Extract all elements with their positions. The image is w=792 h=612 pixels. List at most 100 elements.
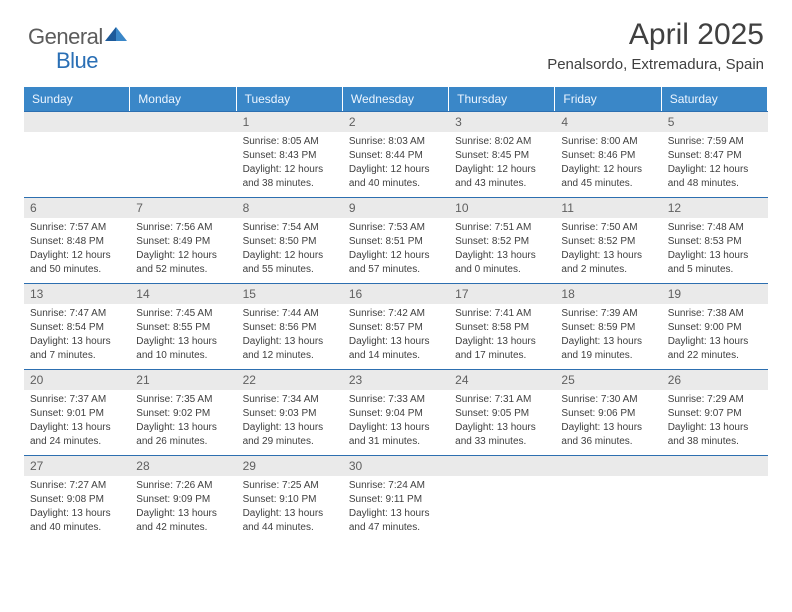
brand-logo: General xyxy=(28,24,127,50)
sunset-line: Sunset: 8:52 PM xyxy=(455,235,549,249)
daylight-line: Daylight: 12 hours and 52 minutes. xyxy=(136,249,230,276)
sunrise-line: Sunrise: 7:29 AM xyxy=(668,393,762,407)
sunrise-line: Sunrise: 7:59 AM xyxy=(668,135,762,149)
calendar-day-header: Friday xyxy=(555,87,661,111)
daylight-line: Daylight: 13 hours and 33 minutes. xyxy=(455,421,549,448)
day-details: Sunrise: 7:31 AMSunset: 9:05 PMDaylight:… xyxy=(449,392,555,453)
daylight-line: Daylight: 13 hours and 31 minutes. xyxy=(349,421,443,448)
page-header: General April 2025 Penalsordo, Extremadu… xyxy=(0,0,792,77)
sunset-line: Sunset: 9:10 PM xyxy=(243,493,337,507)
day-details: Sunrise: 7:25 AMSunset: 9:10 PMDaylight:… xyxy=(237,478,343,539)
daylight-line: Daylight: 13 hours and 19 minutes. xyxy=(561,335,655,362)
sunrise-line: Sunrise: 7:44 AM xyxy=(243,307,337,321)
sunset-line: Sunset: 8:54 PM xyxy=(30,321,124,335)
sunrise-line: Sunrise: 7:35 AM xyxy=(136,393,230,407)
calendar-day-cell: 6Sunrise: 7:57 AMSunset: 8:48 PMDaylight… xyxy=(24,197,130,283)
day-number: 26 xyxy=(662,370,768,390)
sunset-line: Sunset: 8:44 PM xyxy=(349,149,443,163)
day-details: Sunrise: 7:35 AMSunset: 9:02 PMDaylight:… xyxy=(130,392,236,453)
day-number: 16 xyxy=(343,284,449,304)
sunrise-line: Sunrise: 7:51 AM xyxy=(455,221,549,235)
sunrise-line: Sunrise: 7:26 AM xyxy=(136,479,230,493)
calendar-day-cell: 25Sunrise: 7:30 AMSunset: 9:06 PMDayligh… xyxy=(555,369,661,455)
daylight-line: Daylight: 12 hours and 48 minutes. xyxy=(668,163,762,190)
sunrise-line: Sunrise: 7:24 AM xyxy=(349,479,443,493)
daylight-line: Daylight: 13 hours and 38 minutes. xyxy=(668,421,762,448)
calendar-day-cell: 10Sunrise: 7:51 AMSunset: 8:52 PMDayligh… xyxy=(449,197,555,283)
sunset-line: Sunset: 9:07 PM xyxy=(668,407,762,421)
sunset-line: Sunset: 8:46 PM xyxy=(561,149,655,163)
sunrise-line: Sunrise: 7:31 AM xyxy=(455,393,549,407)
sunrise-line: Sunrise: 7:53 AM xyxy=(349,221,443,235)
day-details: Sunrise: 8:05 AMSunset: 8:43 PMDaylight:… xyxy=(237,134,343,195)
sunset-line: Sunset: 8:51 PM xyxy=(349,235,443,249)
day-details: Sunrise: 7:37 AMSunset: 9:01 PMDaylight:… xyxy=(24,392,130,453)
sunrise-line: Sunrise: 7:25 AM xyxy=(243,479,337,493)
daylight-line: Daylight: 13 hours and 24 minutes. xyxy=(30,421,124,448)
sunrise-line: Sunrise: 7:34 AM xyxy=(243,393,337,407)
sunset-line: Sunset: 8:58 PM xyxy=(455,321,549,335)
calendar-day-cell: 13Sunrise: 7:47 AMSunset: 8:54 PMDayligh… xyxy=(24,283,130,369)
sunrise-line: Sunrise: 7:47 AM xyxy=(30,307,124,321)
day-number xyxy=(555,456,661,476)
day-number: 5 xyxy=(662,112,768,132)
day-details: Sunrise: 7:47 AMSunset: 8:54 PMDaylight:… xyxy=(24,306,130,367)
sunrise-line: Sunrise: 7:48 AM xyxy=(668,221,762,235)
calendar-grid: SundayMondayTuesdayWednesdayThursdayFrid… xyxy=(24,87,768,541)
sunset-line: Sunset: 8:53 PM xyxy=(668,235,762,249)
daylight-line: Daylight: 12 hours and 38 minutes. xyxy=(243,163,337,190)
title-block: April 2025 Penalsordo, Extremadura, Spai… xyxy=(547,18,764,73)
calendar-day-cell: 30Sunrise: 7:24 AMSunset: 9:11 PMDayligh… xyxy=(343,455,449,541)
brand-blue: Blue xyxy=(56,48,98,73)
brand-general: General xyxy=(28,24,103,50)
calendar-empty-cell xyxy=(662,455,768,541)
day-number: 15 xyxy=(237,284,343,304)
daylight-line: Daylight: 13 hours and 0 minutes. xyxy=(455,249,549,276)
sunset-line: Sunset: 9:11 PM xyxy=(349,493,443,507)
day-number: 13 xyxy=(24,284,130,304)
day-number: 19 xyxy=(662,284,768,304)
calendar-empty-cell xyxy=(24,111,130,197)
sunrise-line: Sunrise: 7:41 AM xyxy=(455,307,549,321)
day-number: 18 xyxy=(555,284,661,304)
calendar-day-header: Sunday xyxy=(24,87,130,111)
daylight-line: Daylight: 13 hours and 12 minutes. xyxy=(243,335,337,362)
sunrise-line: Sunrise: 7:45 AM xyxy=(136,307,230,321)
sunset-line: Sunset: 9:05 PM xyxy=(455,407,549,421)
calendar-day-header: Monday xyxy=(130,87,236,111)
sunset-line: Sunset: 8:50 PM xyxy=(243,235,337,249)
day-details: Sunrise: 7:41 AMSunset: 8:58 PMDaylight:… xyxy=(449,306,555,367)
sunrise-line: Sunrise: 8:03 AM xyxy=(349,135,443,149)
brand-triangle-icon xyxy=(105,25,127,48)
sunset-line: Sunset: 8:55 PM xyxy=(136,321,230,335)
sunset-line: Sunset: 8:48 PM xyxy=(30,235,124,249)
calendar-empty-cell xyxy=(130,111,236,197)
sunrise-line: Sunrise: 7:27 AM xyxy=(30,479,124,493)
day-number xyxy=(24,112,130,132)
sunset-line: Sunset: 8:47 PM xyxy=(668,149,762,163)
sunrise-line: Sunrise: 7:54 AM xyxy=(243,221,337,235)
calendar-day-cell: 1Sunrise: 8:05 AMSunset: 8:43 PMDaylight… xyxy=(237,111,343,197)
daylight-line: Daylight: 12 hours and 55 minutes. xyxy=(243,249,337,276)
day-details: Sunrise: 7:42 AMSunset: 8:57 PMDaylight:… xyxy=(343,306,449,367)
calendar-day-cell: 22Sunrise: 7:34 AMSunset: 9:03 PMDayligh… xyxy=(237,369,343,455)
sunset-line: Sunset: 8:56 PM xyxy=(243,321,337,335)
day-details: Sunrise: 8:02 AMSunset: 8:45 PMDaylight:… xyxy=(449,134,555,195)
day-number: 17 xyxy=(449,284,555,304)
sunset-line: Sunset: 9:01 PM xyxy=(30,407,124,421)
calendar-day-cell: 18Sunrise: 7:39 AMSunset: 8:59 PMDayligh… xyxy=(555,283,661,369)
day-number: 6 xyxy=(24,198,130,218)
day-number: 7 xyxy=(130,198,236,218)
day-number: 2 xyxy=(343,112,449,132)
sunrise-line: Sunrise: 7:50 AM xyxy=(561,221,655,235)
daylight-line: Daylight: 12 hours and 43 minutes. xyxy=(455,163,549,190)
calendar-day-cell: 23Sunrise: 7:33 AMSunset: 9:04 PMDayligh… xyxy=(343,369,449,455)
day-number: 25 xyxy=(555,370,661,390)
calendar-day-cell: 16Sunrise: 7:42 AMSunset: 8:57 PMDayligh… xyxy=(343,283,449,369)
day-details: Sunrise: 7:50 AMSunset: 8:52 PMDaylight:… xyxy=(555,220,661,281)
sunrise-line: Sunrise: 7:37 AM xyxy=(30,393,124,407)
daylight-line: Daylight: 13 hours and 47 minutes. xyxy=(349,507,443,534)
day-details: Sunrise: 7:54 AMSunset: 8:50 PMDaylight:… xyxy=(237,220,343,281)
daylight-line: Daylight: 13 hours and 22 minutes. xyxy=(668,335,762,362)
day-details: Sunrise: 7:59 AMSunset: 8:47 PMDaylight:… xyxy=(662,134,768,195)
